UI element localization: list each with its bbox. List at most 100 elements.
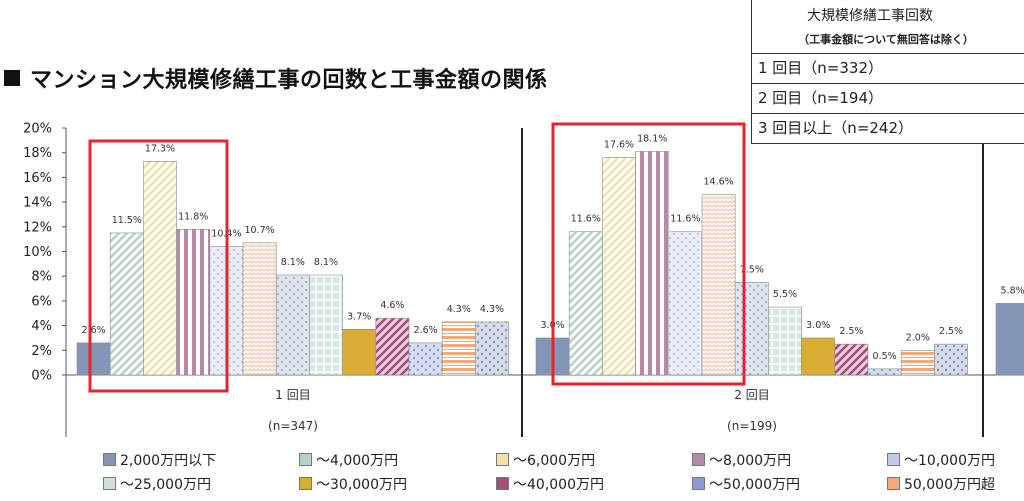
legend-swatch bbox=[496, 453, 509, 466]
bar-value-label: 2.5% bbox=[939, 326, 963, 337]
bar-value-label: 17.6% bbox=[604, 140, 634, 151]
legend-swatch bbox=[887, 453, 900, 466]
table-header: 大規模修繕工事回数 （工事金額について無回答は除く） bbox=[752, 5, 1024, 54]
bar-value-label: 3.7% bbox=[347, 311, 371, 322]
bar bbox=[475, 321, 509, 376]
legend-item: ～4,000万円 bbox=[299, 450, 398, 470]
legend-swatch bbox=[692, 477, 705, 490]
bar-value-label: 8.1% bbox=[314, 257, 338, 268]
y-tick-label: 14% bbox=[23, 196, 52, 211]
bar-value-label: 11.6% bbox=[571, 214, 601, 225]
table-row: 2 回目（n=194） bbox=[752, 84, 1024, 114]
bar-value-label: 2.0% bbox=[906, 332, 930, 343]
bar bbox=[768, 306, 802, 376]
bar bbox=[834, 343, 869, 376]
legend-label: ～10,000万円 bbox=[904, 453, 995, 469]
bar-value-label: 3.0% bbox=[806, 320, 830, 331]
legend-item: ～10,000万円 bbox=[887, 450, 995, 470]
legend-label: ～50,000万円 bbox=[709, 477, 800, 493]
legend-table: 大規模修繕工事回数 （工事金額について無回答は除く） 1 回目（n=332） 2… bbox=[751, 0, 1024, 144]
legend-item: ～40,000万円 bbox=[496, 474, 604, 494]
bar bbox=[734, 282, 769, 376]
title-square-icon bbox=[4, 70, 20, 86]
bar-value-label: 2.5% bbox=[839, 326, 863, 337]
legend-item: 2,000万円以下 bbox=[103, 450, 216, 470]
bar bbox=[408, 342, 443, 376]
bar-value-label: 2.6% bbox=[414, 325, 438, 336]
group-n-label: (n=347) bbox=[268, 419, 318, 433]
y-tick-label: 4% bbox=[31, 319, 52, 334]
bar-value-label: 10.7% bbox=[245, 225, 275, 236]
bar-value-label: 11.5% bbox=[112, 215, 142, 226]
bar-value-label: 11.8% bbox=[178, 211, 208, 222]
bar bbox=[867, 368, 902, 376]
bar bbox=[701, 194, 736, 376]
legend-label: ～6,000万円 bbox=[513, 453, 596, 469]
bar-value-label: 4.3% bbox=[447, 304, 471, 315]
bar-value-label: 5.8% bbox=[1001, 285, 1024, 296]
bar-value-label: 14.6% bbox=[704, 177, 734, 188]
bar-value-label: 4.6% bbox=[380, 300, 404, 311]
y-tick-label: 18% bbox=[23, 146, 52, 161]
legend-item: ～50,000万円 bbox=[692, 474, 800, 494]
legend-label: 50,000万円超 bbox=[904, 477, 995, 493]
bar bbox=[109, 232, 144, 376]
legend-label: ～30,000万円 bbox=[316, 477, 407, 493]
legend-item: ～6,000万円 bbox=[496, 450, 595, 470]
legend-item: ～25,000万円 bbox=[103, 474, 211, 494]
bar bbox=[441, 321, 476, 376]
bar-value-label: 4.3% bbox=[480, 304, 504, 315]
y-tick-label: 10% bbox=[23, 245, 52, 260]
bar bbox=[635, 151, 670, 376]
legend-swatch bbox=[299, 477, 312, 490]
bar bbox=[568, 231, 603, 376]
legend-label: ～40,000万円 bbox=[513, 477, 604, 493]
y-tick-label: 20% bbox=[23, 122, 52, 137]
table-header-title: 大規模修繕工事回数 bbox=[807, 8, 933, 24]
legend-label: 2,000万円以下 bbox=[120, 453, 217, 469]
legend-item: ～8,000万円 bbox=[692, 450, 791, 470]
bar bbox=[934, 343, 968, 376]
legend-swatch bbox=[496, 477, 509, 490]
y-tick-label: 0% bbox=[31, 369, 52, 384]
bar-value-label: 0.5% bbox=[873, 351, 897, 362]
y-tick-label: 6% bbox=[31, 294, 52, 309]
legend-label: ～4,000万円 bbox=[316, 453, 399, 469]
bar-value-label: 11.6% bbox=[670, 214, 700, 225]
legend-swatch bbox=[103, 477, 116, 490]
bar bbox=[242, 242, 277, 376]
bar bbox=[375, 317, 410, 376]
bar-value-label: 7.5% bbox=[740, 264, 764, 275]
bar bbox=[309, 274, 343, 376]
bar bbox=[275, 274, 310, 376]
y-tick-label: 16% bbox=[23, 171, 52, 186]
bar bbox=[668, 231, 703, 376]
legend-label: ～8,000万円 bbox=[709, 453, 792, 469]
group-label: 1 回目 bbox=[275, 388, 310, 402]
legend-swatch bbox=[103, 453, 116, 466]
y-tick-label: 12% bbox=[23, 220, 52, 235]
y-tick-label: 8% bbox=[31, 270, 52, 285]
bar bbox=[342, 329, 377, 376]
highlight-box-group2 bbox=[551, 122, 746, 386]
bar-value-label: 18.1% bbox=[637, 133, 667, 144]
page-title: マンション大規模修繕工事の回数と工事金額の関係 bbox=[4, 62, 548, 94]
title-text: マンション大規模修繕工事の回数と工事金額の関係 bbox=[30, 68, 548, 93]
bar bbox=[602, 157, 636, 376]
bar-value-label: 2.6% bbox=[82, 325, 106, 336]
y-tick-label: 2% bbox=[31, 344, 52, 359]
bar-value-label: 5.5% bbox=[773, 289, 797, 300]
chart-legend: 2,000万円以下 ～4,000万円 ～6,000万円 ～8,000万円 ～10,000… bbox=[0, 446, 1024, 501]
table-header-note: （工事金額について無回答は除く） bbox=[798, 33, 974, 46]
table-row: 3 回目以上（n=242） bbox=[758, 119, 914, 137]
legend-swatch bbox=[887, 477, 900, 490]
group-label: 2 回目 bbox=[734, 388, 769, 402]
table-row: 1 回目（n=332） bbox=[752, 54, 1024, 84]
bar bbox=[801, 337, 836, 376]
bar-value-label: 17.3% bbox=[145, 143, 175, 154]
bar-value-label: 8.1% bbox=[281, 257, 305, 268]
legend-item: 50,000万円超 bbox=[887, 474, 995, 494]
legend-swatch bbox=[299, 453, 312, 466]
bar bbox=[176, 228, 211, 376]
